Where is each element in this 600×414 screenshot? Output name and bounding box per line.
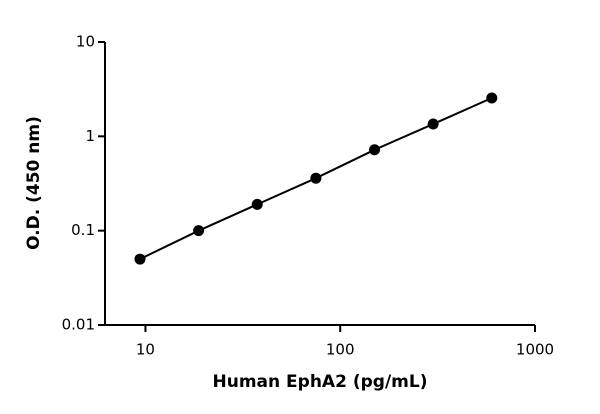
data-point <box>427 118 439 130</box>
data-point <box>134 253 146 265</box>
x-tick-label: 1000 <box>516 341 554 359</box>
y-tick-label: 1 <box>85 127 95 145</box>
x-tick-label: 100 <box>326 341 355 359</box>
y-tick-label: 10 <box>76 33 95 51</box>
data-point <box>486 92 498 104</box>
data-point <box>369 144 381 156</box>
y-axis-title: O.D. (450 nm) <box>24 116 44 250</box>
x-axis-title: Human EphA2 (pg/mL) <box>213 372 428 392</box>
data-point <box>193 225 205 237</box>
data-point <box>251 198 263 210</box>
y-tick-label: 0.01 <box>62 316 95 334</box>
data-point <box>310 172 322 184</box>
y-tick-label: 0.1 <box>71 221 95 239</box>
x-tick-label: 10 <box>136 341 155 359</box>
